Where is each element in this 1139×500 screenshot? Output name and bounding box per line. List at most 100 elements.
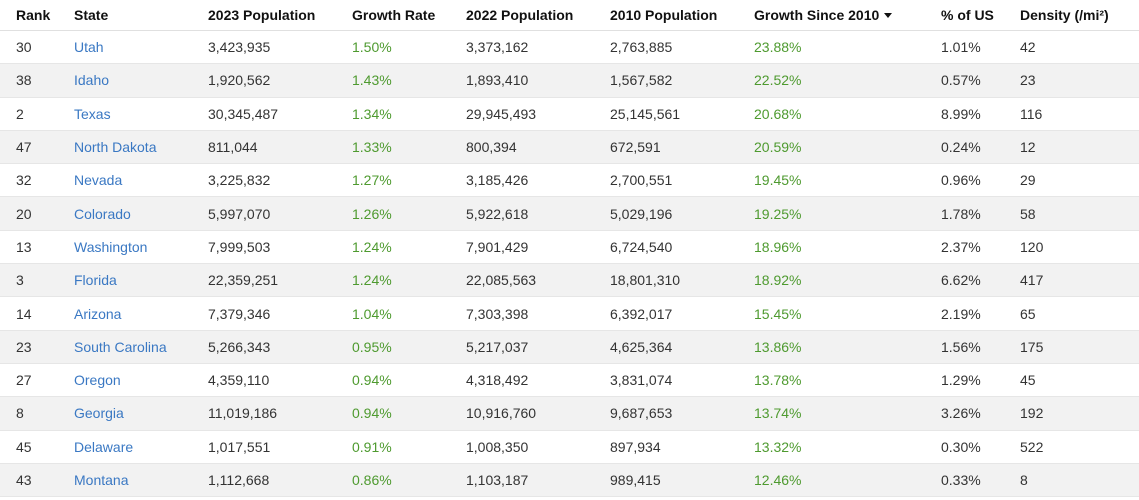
growth-rate-cell: 1.04% (352, 296, 466, 331)
growth-rate-cell: 0.86% (352, 463, 466, 498)
table-row: 2 Texas 30,345,487 1.34% 29,945,493 25,145,56… (0, 97, 1139, 131)
column-header-label: 2023 Population (208, 7, 316, 23)
state-link[interactable]: North Dakota (74, 139, 157, 156)
population-2022-cell: 7,303,398 (466, 296, 610, 331)
sort-header-active[interactable]: Growth Since 2010 (754, 7, 893, 23)
growth-rate-cell: 0.94% (352, 396, 466, 431)
percent-of-us-cell: 3.26% (941, 396, 1020, 431)
population-2023-cell: 30,345,487 (208, 97, 352, 131)
growth-since-2010-cell: 13.74% (754, 396, 941, 431)
state-cell: Colorado (74, 196, 208, 231)
population-2023-cell: 3,423,935 (208, 30, 352, 65)
percent-of-us-cell: 0.24% (941, 130, 1020, 165)
population-2022-cell: 29,945,493 (466, 97, 610, 131)
population-2022-cell: 5,217,037 (466, 330, 610, 364)
population-2022-cell: 1,008,350 (466, 430, 610, 464)
density-cell: 65 (1020, 296, 1139, 331)
population-2010-cell: 672,591 (610, 130, 754, 165)
state-cell: Delaware (74, 430, 208, 464)
state-link[interactable]: Georgia (74, 405, 124, 422)
column-header-label: Density (/mi²) (1020, 7, 1109, 23)
state-cell: Nevada (74, 163, 208, 198)
state-cell: Montana (74, 463, 208, 498)
population-2010-cell: 9,687,653 (610, 396, 754, 431)
growth-since-2010-cell: 19.25% (754, 196, 941, 231)
table-row: 14 Arizona 7,379,346 1.04% 7,303,398 6,392,01… (0, 296, 1139, 331)
growth-rate-cell: 1.43% (352, 63, 466, 98)
density-cell: 45 (1020, 363, 1139, 398)
state-link[interactable]: Montana (74, 472, 129, 488)
rank-cell: 32 (0, 163, 74, 198)
density-cell: 522 (1020, 430, 1139, 464)
state-cell: Georgia (74, 396, 208, 431)
table-row: 3 Florida 22,359,251 1.24% 22,085,563 18,801,… (0, 263, 1139, 298)
percent-of-us-cell: 0.33% (941, 463, 1020, 498)
column-header-percent-of-us[interactable]: % of US (941, 0, 1020, 31)
state-link[interactable]: Colorado (74, 205, 131, 222)
growth-since-2010-cell: 20.68% (754, 97, 941, 131)
population-2010-cell: 1,567,582 (610, 63, 754, 98)
table-row: 30 Utah 3,423,935 1.50% 3,373,162 2,763,885 23… (0, 30, 1139, 65)
state-link[interactable]: Arizona (74, 305, 122, 322)
table-row: 13 Washington 7,999,503 1.24% 7,901,429 6,724… (0, 230, 1139, 265)
population-2023-cell: 1,017,551 (208, 430, 352, 464)
state-link[interactable]: South Carolina (74, 338, 167, 355)
growth-since-2010-cell: 20.59% (754, 130, 941, 165)
state-link[interactable]: Idaho (74, 72, 110, 89)
table-row: 47 North Dakota 811,044 1.33% 800,394 672,591… (0, 130, 1139, 165)
percent-of-us-cell: 6.62% (941, 263, 1020, 298)
sort-descending-icon (884, 12, 893, 18)
growth-since-2010-cell: 19.45% (754, 163, 941, 198)
population-2022-cell: 1,893,410 (466, 63, 610, 98)
column-header-density[interactable]: Density (/mi²) (1020, 0, 1139, 31)
state-link[interactable]: Washington (74, 238, 148, 255)
state-link[interactable]: Florida (74, 272, 117, 289)
population-2010-cell: 989,415 (610, 463, 754, 498)
population-2010-cell: 897,934 (610, 430, 754, 464)
rank-cell: 47 (0, 130, 74, 165)
population-2023-cell: 5,266,343 (208, 330, 352, 364)
population-2022-cell: 4,318,492 (466, 363, 610, 398)
rank-cell: 38 (0, 63, 74, 98)
rank-cell: 2 (0, 97, 74, 131)
population-2010-cell: 2,700,551 (610, 163, 754, 198)
column-header-2010-population[interactable]: 2010 Population (610, 0, 754, 31)
state-link[interactable]: Texas (74, 105, 111, 122)
state-link[interactable]: Utah (74, 39, 104, 56)
state-cell: Idaho (74, 63, 208, 98)
population-2022-cell: 5,922,618 (466, 196, 610, 231)
rank-cell: 3 (0, 263, 74, 298)
state-link[interactable]: Oregon (74, 372, 121, 389)
state-cell: South Carolina (74, 330, 208, 364)
state-cell: North Dakota (74, 130, 208, 165)
column-header-label: % of US (941, 7, 994, 23)
density-cell: 120 (1020, 230, 1139, 265)
column-header-2022-population[interactable]: 2022 Population (466, 0, 610, 31)
density-cell: 58 (1020, 196, 1139, 231)
table-row: 45 Delaware 1,017,551 0.91% 1,008,350 897,934… (0, 430, 1139, 464)
table-row: 32 Nevada 3,225,832 1.27% 3,185,426 2,700,551… (0, 163, 1139, 198)
growth-rate-cell: 1.50% (352, 30, 466, 65)
density-cell: 8 (1020, 463, 1139, 498)
density-cell: 42 (1020, 30, 1139, 65)
population-2022-cell: 10,916,760 (466, 396, 610, 431)
population-2010-cell: 3,831,074 (610, 363, 754, 398)
column-header-growth-since-2010[interactable]: Growth Since 2010 (754, 0, 941, 31)
density-cell: 23 (1020, 63, 1139, 98)
column-header-label: Growth Since 2010 (754, 7, 880, 23)
population-2022-cell: 3,373,162 (466, 30, 610, 65)
column-header-rank[interactable]: Rank (0, 0, 74, 31)
growth-rate-cell: 1.27% (352, 163, 466, 198)
column-header-label: 2022 Population (466, 7, 574, 23)
column-header-growth-rate[interactable]: Growth Rate (352, 0, 466, 31)
growth-rate-cell: 0.91% (352, 430, 466, 464)
column-header-state[interactable]: State (74, 0, 208, 31)
state-link[interactable]: Nevada (74, 172, 123, 189)
state-cell: Florida (74, 263, 208, 298)
column-header-2023-population[interactable]: 2023 Population (208, 0, 352, 31)
state-link[interactable]: Delaware (74, 438, 134, 455)
population-2010-cell: 25,145,561 (610, 97, 754, 131)
rank-cell: 30 (0, 30, 74, 65)
percent-of-us-cell: 0.96% (941, 163, 1020, 198)
